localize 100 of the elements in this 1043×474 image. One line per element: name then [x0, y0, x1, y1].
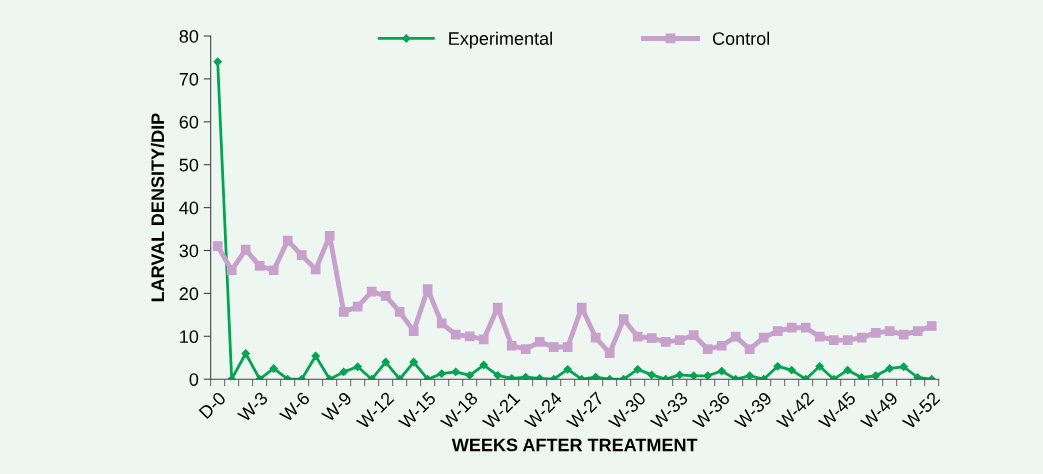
x-tick-label: W-9: [320, 391, 353, 423]
point: [703, 371, 712, 380]
point: [394, 306, 405, 317]
point: [913, 373, 922, 380]
point: [800, 322, 811, 333]
point: [842, 335, 853, 346]
point: [815, 362, 824, 371]
point: [912, 326, 923, 337]
point: [716, 340, 727, 351]
point: [548, 342, 559, 352]
point: [296, 250, 307, 261]
y-tick-label: 40: [179, 201, 199, 215]
point: [213, 57, 222, 66]
point: [241, 349, 250, 358]
point: [408, 326, 419, 337]
point: [353, 362, 362, 371]
point: [381, 357, 390, 367]
point: [758, 332, 769, 343]
point: [212, 241, 223, 252]
point: [226, 265, 237, 276]
point: [814, 331, 825, 342]
point: [660, 337, 671, 347]
y-tick-label: 30: [179, 244, 199, 258]
point: [534, 337, 545, 347]
point: [437, 369, 446, 378]
y-axis-title: LARVAL DENSITY/DIP: [150, 113, 165, 302]
point: [604, 348, 615, 358]
point: [311, 351, 320, 361]
y-tick-label: 60: [179, 115, 199, 129]
legend-label: Experimental: [449, 31, 552, 49]
point: [520, 344, 531, 355]
point: [828, 335, 839, 346]
point: [366, 286, 377, 297]
point: [674, 335, 685, 346]
point: [899, 362, 908, 371]
point: [339, 367, 348, 377]
point: [478, 334, 489, 345]
point: [450, 329, 461, 340]
point: [885, 364, 894, 373]
point: [647, 370, 656, 380]
point: [730, 331, 741, 342]
point: [675, 370, 684, 380]
point: [870, 328, 881, 338]
point: [717, 366, 726, 376]
point: [702, 344, 713, 355]
point: [436, 318, 447, 329]
point: [773, 362, 782, 371]
point: [632, 331, 643, 342]
point: [492, 302, 503, 313]
y-tick-label: 70: [179, 72, 199, 86]
point: [590, 332, 601, 343]
point: [633, 365, 642, 374]
point: [380, 291, 391, 301]
point: [282, 235, 293, 246]
point: [688, 330, 699, 340]
point: [884, 326, 895, 337]
x-tick-label: D-0: [198, 391, 227, 420]
point: [409, 357, 418, 367]
point: [562, 342, 573, 352]
point: [352, 301, 363, 312]
point: [451, 367, 460, 377]
point: [465, 371, 474, 380]
y-tick-label: 50: [179, 158, 199, 172]
point: [324, 231, 335, 241]
x-tick-label: W-3: [236, 391, 269, 423]
y-tick-label: 20: [179, 287, 199, 301]
point: [464, 331, 475, 342]
point: [857, 373, 866, 380]
x-tick-label: W-6: [278, 391, 311, 423]
point: [689, 371, 698, 380]
x-axis-title: WEEKS AFTER TREATMENT: [451, 438, 698, 452]
point: [618, 314, 629, 325]
y-tick-label: 80: [179, 29, 199, 43]
point: [744, 344, 755, 355]
point: [898, 329, 909, 340]
point: [786, 322, 797, 333]
point: [787, 366, 796, 375]
point: [591, 372, 600, 380]
point: [576, 302, 587, 313]
point: [254, 261, 265, 271]
y-tick-label: 0: [189, 373, 199, 386]
point: [926, 321, 937, 331]
point: [871, 371, 880, 380]
point: [506, 340, 517, 351]
point: [422, 284, 433, 294]
point: [646, 333, 657, 343]
y-tick-label: 10: [180, 330, 199, 344]
point: [268, 265, 279, 276]
point: [843, 366, 852, 375]
point: [479, 360, 488, 370]
point: [856, 332, 867, 343]
point: [521, 372, 530, 380]
point: [772, 326, 783, 337]
legend-label: Control: [712, 31, 770, 45]
point: [745, 371, 754, 380]
point: [563, 365, 572, 374]
point: [493, 371, 502, 380]
point: [269, 364, 278, 373]
point: [310, 264, 321, 275]
point: [338, 306, 349, 317]
